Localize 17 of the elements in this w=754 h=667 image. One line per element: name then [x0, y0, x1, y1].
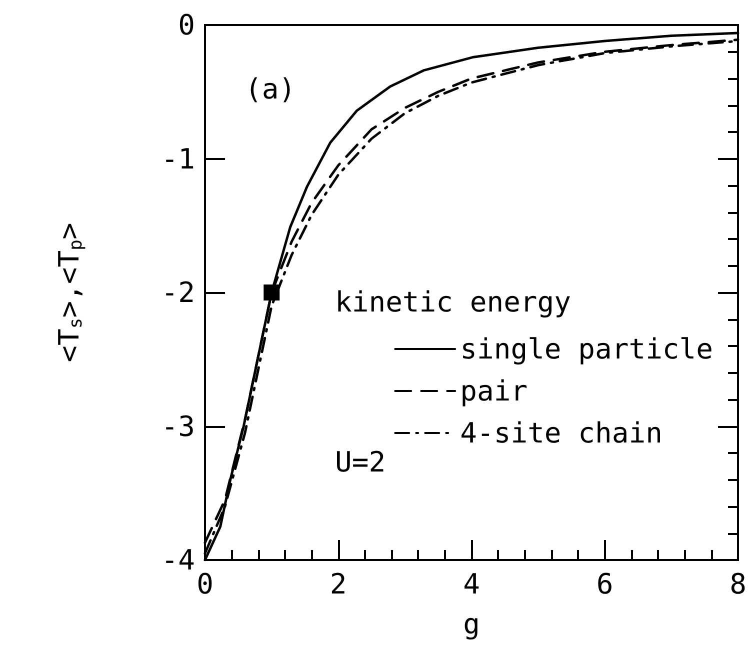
- y-tick-label: -2: [161, 276, 195, 309]
- x-tick-label: 2: [330, 568, 347, 600]
- legend-label: single particle: [460, 332, 714, 366]
- y-axis-title: <Ts>,<Tp>: [52, 222, 86, 362]
- legend-label: 4-site chain: [460, 416, 662, 450]
- x-tick-label: 4: [463, 568, 480, 600]
- legend-title: kinetic energy: [335, 286, 572, 318]
- x-tick-label: 8: [730, 568, 746, 600]
- y-tick-label: -1: [161, 142, 195, 176]
- y-tick-label: -4: [161, 544, 195, 576]
- y-tick-label: -3: [161, 410, 195, 443]
- x-tick-label: 6: [596, 568, 614, 600]
- annotation: (a): [245, 72, 296, 106]
- x-axis-title: g: [463, 608, 480, 640]
- legend-label: pair: [460, 374, 528, 408]
- annotation: U=2: [335, 446, 386, 478]
- y-tick-label: 0: [178, 8, 195, 42]
